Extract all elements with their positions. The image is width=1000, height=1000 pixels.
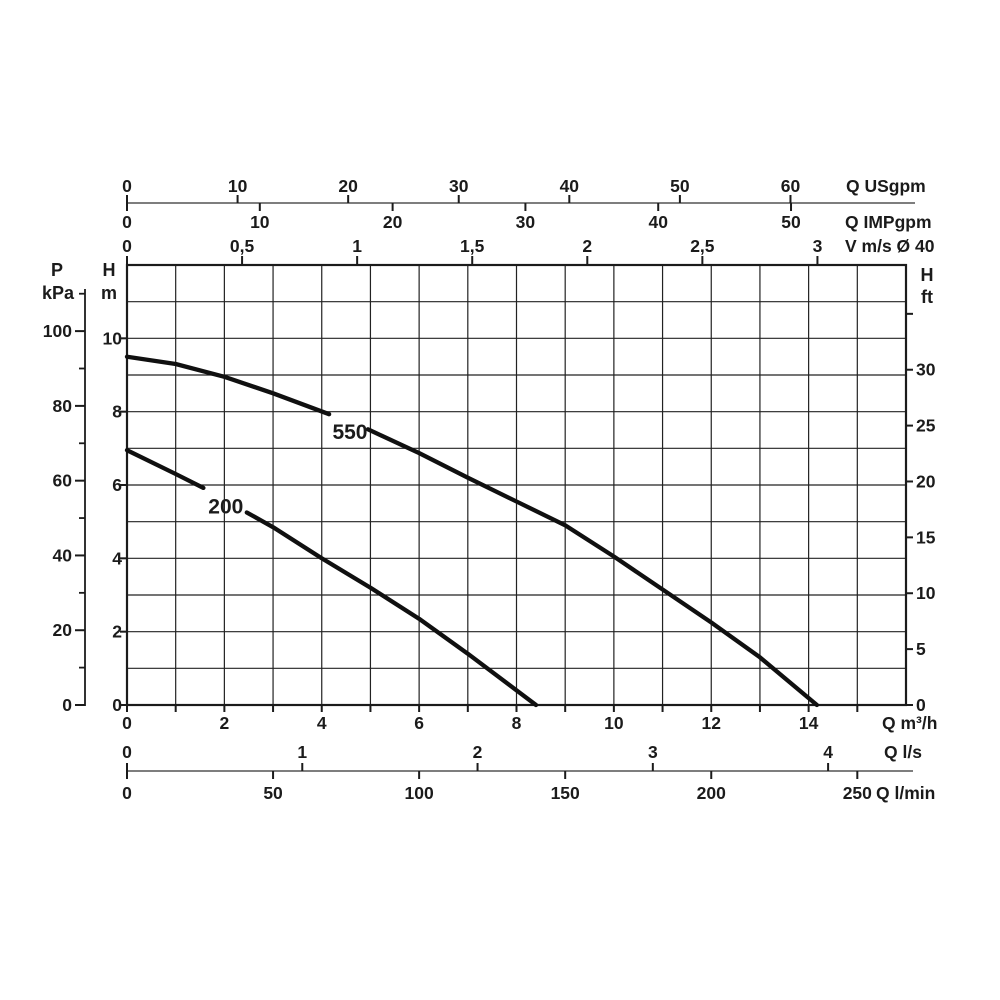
pump-curve [124, 448, 206, 491]
tick-label: 10 [103, 328, 123, 348]
tick-label: 12 [702, 713, 722, 733]
tick-label: 0 [916, 695, 926, 715]
tick-label: 0 [112, 695, 122, 715]
unit-label: V m/s Ø 40 [845, 236, 935, 256]
tick-label: 20 [383, 212, 403, 232]
tick-label: 1 [297, 742, 307, 762]
tick-label: 100 [405, 783, 434, 803]
tick-label: 2 [473, 742, 483, 762]
tick-label: 4 [112, 548, 122, 568]
unit-label: Q l/min [876, 783, 935, 803]
tick-label: 0 [122, 212, 132, 232]
tick-label: 60 [781, 176, 801, 196]
tick-label: 0 [122, 236, 132, 256]
series-550: 550 [124, 354, 820, 708]
tick-label: 8 [112, 402, 122, 422]
tick-label: 4 [317, 713, 327, 733]
tick-label: 15 [916, 527, 936, 547]
axis-ls: 0 1 2 3 4 Q l/s [122, 742, 922, 771]
tick-label: 6 [112, 475, 122, 495]
axis-hft: 0 5 10 15 20 25 30 Hft [906, 265, 936, 715]
tick-label: 10 [916, 583, 936, 603]
tick-label: 60 [53, 471, 73, 491]
tick-label: 3 [813, 236, 823, 256]
tick-label: 1 [352, 236, 362, 256]
tick-label: 0 [122, 742, 132, 762]
curve-label: 200 [208, 495, 243, 518]
axis-header: ft [921, 287, 933, 307]
pump-curve [365, 427, 820, 708]
tick-label: 50 [670, 176, 690, 196]
tick-label: 2 [220, 713, 230, 733]
axis-header: P [51, 260, 63, 280]
tick-label: 1,5 [460, 236, 485, 256]
tick-label: 6 [414, 713, 424, 733]
axis-lmin: 0 50 100 150 200 250 Q l/min [122, 771, 935, 803]
tick-label: 10 [604, 713, 624, 733]
unit-label: Q IMPgpm [845, 212, 932, 232]
tick-label: 5 [916, 639, 926, 659]
tick-label: 8 [512, 713, 522, 733]
axis-vms: 0 0,5 1 1,5 2 2,5 3 V m/s Ø 40 [122, 236, 935, 264]
tick-label: 50 [263, 783, 283, 803]
axis-usgpm: 0 10 20 30 40 50 60 Q USgpm [122, 176, 926, 203]
pump-curve [244, 510, 539, 708]
tick-label: 20 [916, 471, 936, 491]
pump-curve [124, 354, 332, 417]
unit-label: Q m³/h [882, 713, 937, 733]
tick-label: 25 [916, 416, 936, 436]
tick-label: 200 [697, 783, 726, 803]
tick-label: 80 [53, 396, 73, 416]
tick-label: 30 [516, 212, 536, 232]
axis-hm: 0 2 4 6 8 10 Hm [101, 260, 127, 715]
axis-m3h: 0 2 4 6 8 10 12 14 Q m³/h [122, 705, 937, 733]
tick-label: 30 [916, 360, 936, 380]
axis-header: H [103, 260, 116, 280]
tick-label: 40 [560, 176, 580, 196]
tick-label: 100 [43, 321, 72, 341]
tick-label: 4 [823, 742, 833, 762]
tick-label: 40 [648, 212, 668, 232]
tick-label: 0 [122, 783, 132, 803]
unit-label: Q USgpm [846, 176, 926, 196]
tick-label: 0 [62, 695, 72, 715]
tick-label: 0 [122, 713, 132, 733]
series-200: 200 [124, 448, 539, 708]
tick-label: 10 [228, 176, 248, 196]
grid-lines [127, 265, 906, 705]
tick-label: 2 [112, 622, 122, 642]
tick-label: 14 [799, 713, 819, 733]
unit-label: Q l/s [884, 742, 922, 762]
curve-label: 550 [332, 421, 367, 444]
axis-header: H [921, 265, 934, 285]
tick-label: 50 [781, 212, 801, 232]
tick-label: 20 [338, 176, 358, 196]
tick-label: 250 [843, 783, 872, 803]
tick-label: 30 [449, 176, 469, 196]
tick-label: 0,5 [230, 236, 255, 256]
tick-label: 150 [551, 783, 580, 803]
axis-impgpm: 0 10 20 30 40 50 Q IMPgpm [122, 203, 932, 232]
tick-label: 0 [122, 176, 132, 196]
tick-label: 20 [53, 620, 73, 640]
tick-label: 40 [53, 545, 73, 565]
tick-label: 2,5 [690, 236, 715, 256]
axis-header: m [101, 283, 117, 303]
tick-label: 3 [648, 742, 658, 762]
tick-label: 10 [250, 212, 270, 232]
tick-label: 2 [582, 236, 592, 256]
axis-header: kPa [42, 283, 75, 303]
